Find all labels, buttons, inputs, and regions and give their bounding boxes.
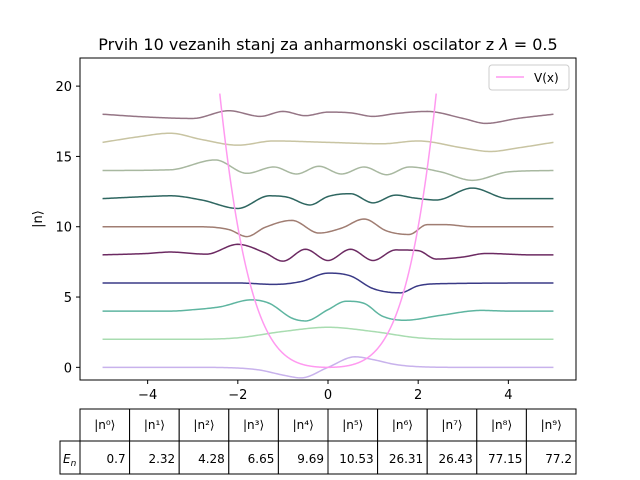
table-row-header: En (63, 452, 77, 469)
table-column-header: |n¹⟩ (144, 418, 165, 432)
plot-area (102, 93, 554, 379)
table-value-cell (178, 440, 230, 475)
energy-table: |n⁰⟩ |n¹⟩ |n²⟩ |n³⟩ |n⁴⟩ |n⁵⟩ |n⁶⟩ |n⁷⟩ |n⁸⟩ |n⁹⟩… (59, 408, 577, 475)
x-tick-label: −4 (138, 388, 157, 403)
table-value: 26.31 (389, 452, 423, 466)
table-header-cell (327, 408, 379, 442)
table-value-cell (129, 440, 180, 475)
x-tick-label: 2 (414, 388, 422, 403)
table-value: 0.7 (107, 452, 126, 466)
table-value: 9.69 (297, 452, 324, 466)
table-column-header: |n⁴⟩ (293, 418, 314, 432)
table-value: 4.28 (198, 452, 225, 466)
y-tick-label: 15 (55, 150, 72, 165)
chart-title: Prvih 10 vezanih stanj za anharmonski os… (98, 35, 557, 54)
x-axis: −4 −2 0 2 4 (138, 380, 513, 403)
table-column-header: |n⁵⟩ (342, 418, 363, 432)
y-tick-label: 0 (64, 361, 72, 376)
x-tick-label: 0 (324, 388, 332, 403)
table-header-cell (525, 408, 577, 442)
legend-label-potential: V(x) (534, 71, 559, 85)
y-tick-label: 5 (64, 291, 72, 306)
table-column-header: |n²⟩ (193, 418, 214, 432)
state-curve-3 (102, 272, 554, 294)
state-curve-6 (102, 187, 554, 210)
state-curve-2 (102, 299, 554, 322)
state-curve-9 (102, 109, 554, 125)
table-column-header: |n³⟩ (243, 418, 264, 432)
table-value: 26.43 (438, 452, 472, 466)
legend: V(x) (488, 64, 570, 91)
table-column-header: |n⁷⟩ (441, 418, 462, 432)
table-value: 2.32 (148, 452, 175, 466)
x-tick-label: 4 (504, 388, 512, 403)
y-axis-label: |n⟩ (31, 210, 46, 228)
table-column-header: |n⁰⟩ (94, 418, 115, 432)
table-value-cell (277, 440, 329, 475)
table-value: 10.53 (339, 452, 373, 466)
y-tick-label: 10 (55, 221, 72, 236)
table-column-header: |n⁹⟩ (541, 418, 562, 432)
table-header-cell (129, 408, 180, 442)
y-axis: 0 5 10 15 20 (55, 80, 80, 376)
table-column-header: |n⁶⟩ (392, 418, 413, 432)
table-value-cell (377, 440, 428, 475)
table-column-header: |n⁸⟩ (491, 418, 512, 432)
potential-curve (219, 93, 437, 369)
table-header-cell (228, 408, 279, 442)
state-curve-4 (102, 243, 554, 262)
table-value: 6.65 (248, 452, 275, 466)
table-value-cell (327, 440, 379, 475)
x-tick-label: −2 (228, 388, 247, 403)
table-header-cell (476, 408, 527, 442)
state-curve-1 (102, 326, 554, 340)
table-header-cell (426, 408, 478, 442)
table-value-cell (79, 440, 131, 475)
table-header-cell (79, 408, 131, 442)
table-value-cell (426, 440, 478, 475)
y-tick-label: 20 (55, 80, 72, 95)
table-value: 77.2 (545, 452, 572, 466)
legend-box (488, 64, 570, 91)
table-value: 77.15 (488, 452, 522, 466)
table-value-cell (525, 440, 577, 475)
state-curve-5 (102, 218, 554, 238)
state-curve-8 (102, 132, 554, 153)
state-curve-7 (102, 159, 554, 182)
table-value-cell (476, 440, 527, 475)
